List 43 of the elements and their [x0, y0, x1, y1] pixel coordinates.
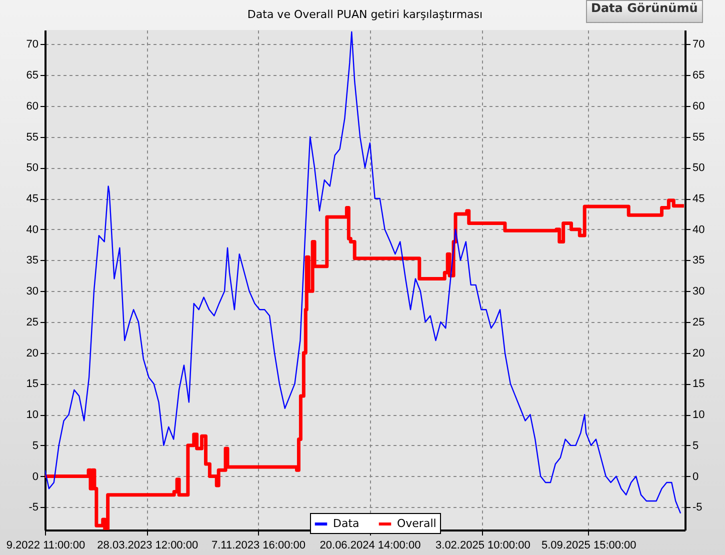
y-tick-label: 40: [26, 224, 38, 236]
y2-tick-label: 10: [692, 409, 705, 422]
y-tick-label: 5: [32, 440, 38, 452]
y2-tick-label: 45: [692, 193, 705, 206]
x-tick-label: 7.11.2023 16:00:00: [212, 540, 306, 552]
y-tick-label: 20: [26, 347, 38, 360]
x-tick-label: 9.2022 11:00:00: [6, 540, 86, 552]
y-tick-label: 45: [26, 193, 38, 206]
y-tick-label: 25: [26, 316, 38, 328]
y2-tick-label: 60: [692, 100, 705, 112]
legend-label: Data: [333, 517, 360, 530]
y-tick-label: 10: [26, 409, 38, 422]
y2-tick-label: 55: [692, 131, 705, 144]
y-tick-label: 70: [26, 38, 38, 51]
y-tick-label: 0: [32, 470, 38, 483]
y-tick-label: -5: [28, 502, 38, 514]
y2-tick-label: 40: [692, 224, 705, 236]
line-series: [45, 31, 682, 514]
y2-tick-label: 5: [692, 440, 699, 452]
y2-tick-label: 70: [692, 38, 705, 51]
y-tick-label: 65: [26, 70, 38, 82]
y-tick-label: 55: [26, 131, 38, 144]
y2-tick-label: 35: [692, 254, 705, 267]
text: Data Görünümü: [586, 0, 703, 23]
x-tick-label: 20.06.2024 14:00:00: [320, 540, 421, 552]
y2-tick-label: 25: [692, 316, 705, 328]
y-tick-label: 30: [26, 286, 38, 298]
y2-tick-label: 0: [692, 470, 699, 483]
y2-tick-label: 30: [692, 286, 705, 298]
y-tick-label: 15: [26, 378, 38, 390]
legend-label: Overall: [397, 517, 436, 530]
x-tick-label: 3.02.2025 10:00:00: [436, 540, 530, 552]
x-tick-label: 28.03.2023 12:00:00: [97, 540, 198, 552]
y2-tick-label: 15: [692, 378, 705, 390]
y-tick-label: 35: [26, 254, 38, 267]
chart-title: Data ve Overall PUAN getiri karşılaştırması: [247, 8, 483, 21]
y-tick-label: 60: [26, 100, 38, 112]
x-tick-label: 5.09.2025 15:00:00: [541, 540, 636, 552]
y2-tick-label: 65: [692, 70, 705, 82]
y-tick-label: 50: [26, 162, 38, 174]
y2-tick-label: -5: [692, 502, 702, 514]
y2-tick-label: 20: [692, 347, 705, 360]
y2-tick-label: 50: [692, 162, 705, 174]
